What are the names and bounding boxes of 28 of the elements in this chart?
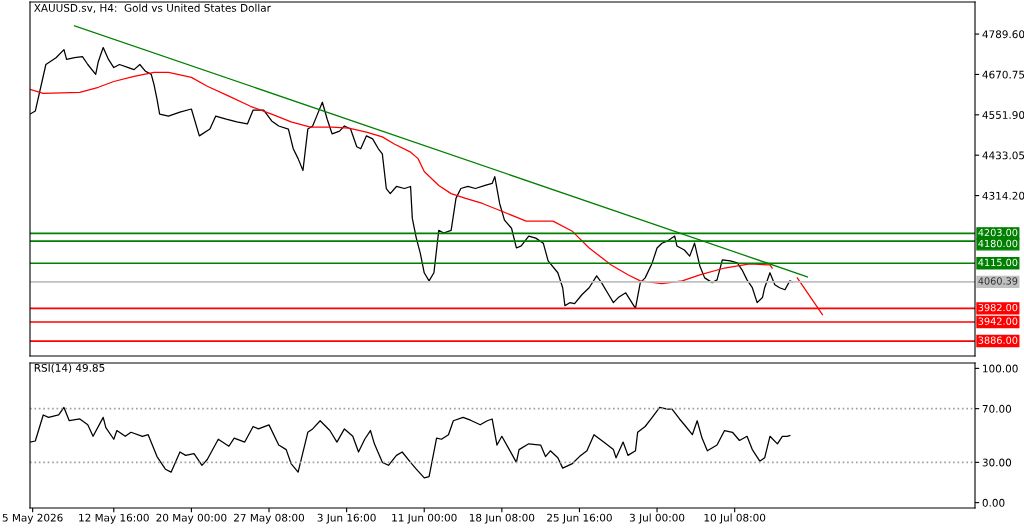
y-tick-label: 4314.20: [982, 191, 1024, 200]
chart-title: XAUUSD.sv, H4: Gold vs United States Dollar: [34, 3, 271, 13]
chart-title: RSI(14) 49.85: [34, 363, 105, 374]
y-tick-label: 4551.90: [982, 111, 1024, 119]
x-tick-label: 11 Jun 00:00: [392, 513, 457, 524]
y-tick-label: 0.00: [982, 498, 1005, 507]
x-tick-label: 5 May 2026: [2, 513, 63, 524]
y-tick-label: 70.00: [982, 404, 1012, 413]
x-tick-label: 27 May 08:00: [234, 513, 305, 524]
y-tick-label: 100.00: [983, 364, 1018, 373]
ref-line-label: 4115.00: [978, 258, 1018, 267]
ref-line-label: 3982.00: [978, 303, 1018, 312]
x-tick-label: 20 May 00:00: [156, 513, 227, 524]
y-tick-label: 4670.75: [982, 70, 1024, 79]
x-tick-label: 25 Jun 16:00: [547, 513, 612, 524]
ref-line-label: 4203.00: [978, 228, 1018, 237]
x-tick-label: 18 Jun 08:00: [469, 513, 535, 524]
x-tick-label: 3 Jul 00:00: [629, 513, 685, 524]
y-tick-label: 4789.60: [982, 30, 1024, 39]
x-tick-label: 10 Jul 08:00: [704, 513, 766, 524]
y-tick-label: 30.00: [982, 458, 1012, 467]
ref-line-label: 3886.00: [978, 336, 1018, 344]
y-tick-label: 4433.05: [982, 151, 1024, 160]
ref-line-label: 4060.39: [978, 277, 1018, 285]
ref-line-label: 4180.00: [978, 239, 1018, 248]
x-tick-label: 12 May 16:00: [79, 513, 149, 524]
ref-line-label: 3942.00: [978, 317, 1018, 325]
x-tick-label: 3 Jun 16:00: [317, 513, 376, 524]
